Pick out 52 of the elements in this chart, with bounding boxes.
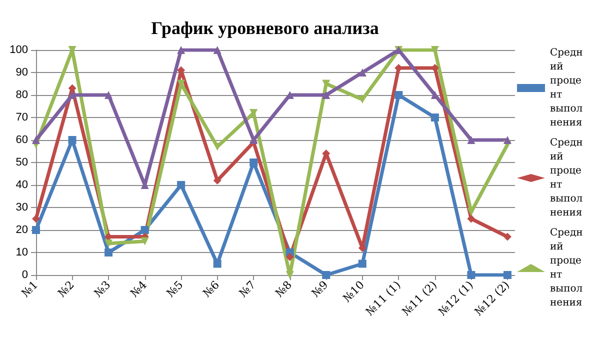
y-tick-label: 70 (16, 112, 28, 124)
y-tick-label: 0 (22, 269, 28, 281)
point (68, 136, 76, 144)
x-tick-label: №1 (19, 278, 41, 300)
point (467, 271, 476, 279)
x-tick-label: №2 (55, 278, 77, 300)
point (32, 214, 40, 223)
point (104, 240, 113, 248)
y-tick-label: 90 (16, 66, 28, 78)
point (430, 114, 439, 122)
point (177, 46, 186, 54)
point (503, 136, 512, 144)
point (467, 136, 476, 144)
point (322, 271, 330, 279)
point (104, 248, 113, 256)
point (503, 232, 512, 241)
point (213, 46, 222, 54)
y-tick-label: 10 (16, 246, 28, 258)
point (213, 260, 222, 268)
legend-label: Средний процент выполнения (550, 228, 584, 308)
x-tick-label: №8 (272, 278, 294, 300)
legend-label: Средний процент выполнения (550, 48, 584, 128)
x-tick-label: №9 (309, 278, 331, 300)
point (250, 158, 258, 166)
point (394, 91, 403, 99)
y-tick-label: 60 (16, 134, 28, 146)
point (503, 271, 512, 279)
point (140, 226, 149, 234)
point (467, 214, 476, 223)
chart-title: График уровневого анализа (151, 18, 379, 38)
y-tick-label: 80 (16, 89, 28, 101)
y-tick-label: 30 (16, 202, 28, 214)
point (358, 260, 366, 268)
point (358, 68, 366, 76)
x-tick-label: №6 (200, 278, 222, 300)
point (213, 176, 222, 184)
legend-label: Средний процент выполнения (550, 138, 584, 218)
point (286, 253, 294, 261)
x-tick-label: №3 (92, 278, 114, 300)
point (286, 271, 294, 279)
y-tick-label: 40 (16, 179, 28, 191)
x-tick-label: №4 (128, 278, 150, 300)
y-tick-label: 20 (16, 224, 28, 236)
point (140, 237, 149, 246)
y-tick-label: 100 (10, 44, 28, 56)
point (104, 91, 113, 99)
x-tick-label: №5 (164, 278, 186, 300)
point (322, 91, 330, 99)
point (177, 181, 186, 189)
y-tick-label: 50 (16, 156, 28, 168)
point (467, 208, 476, 216)
x-tick-label: №7 (236, 278, 258, 300)
